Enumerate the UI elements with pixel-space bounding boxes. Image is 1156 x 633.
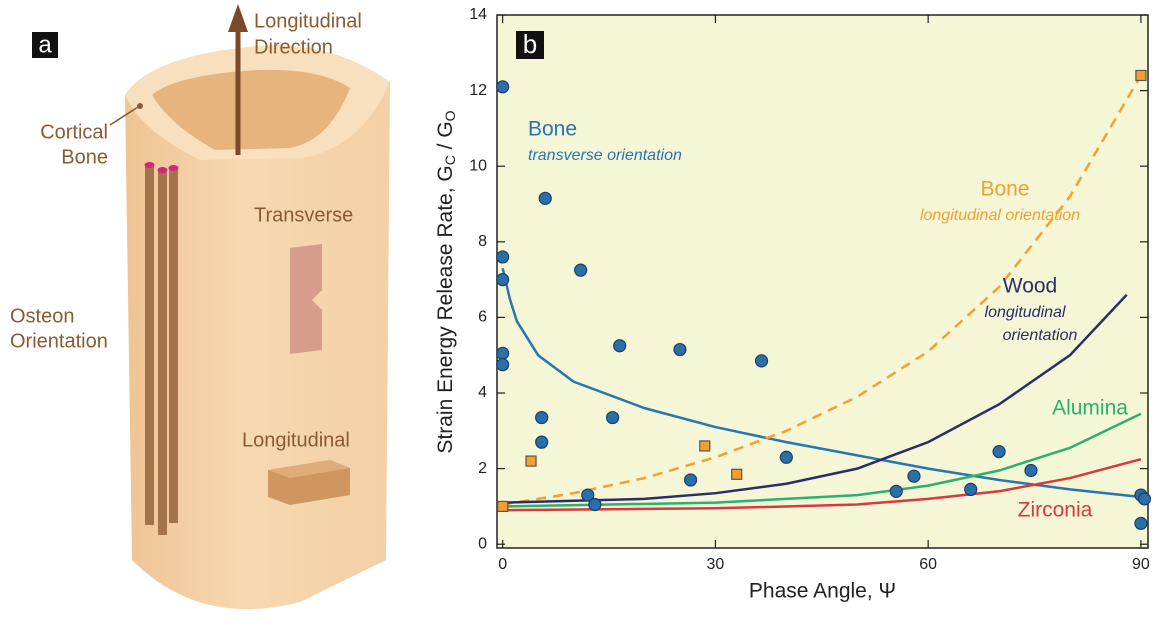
- curve-label: Wood: [1003, 275, 1057, 298]
- y-tick-label: 2: [478, 460, 487, 477]
- osteon: [145, 165, 154, 525]
- point: [526, 456, 536, 466]
- y-tick-label: 14: [469, 6, 487, 23]
- point: [497, 81, 509, 93]
- point: [589, 499, 601, 511]
- point: [614, 340, 626, 352]
- y-axis-label: Strain Energy Release Rate, GC / GO: [434, 110, 458, 453]
- diagram-label: Transverse: [254, 204, 353, 226]
- point: [536, 412, 548, 424]
- point: [908, 470, 920, 482]
- y-axis-label-part: Strain Energy Release Rate, G: [434, 165, 457, 453]
- point: [965, 483, 977, 495]
- curve-label: Bone: [528, 118, 577, 141]
- point: [674, 344, 686, 356]
- curve-label: Bone: [980, 178, 1029, 201]
- point: [756, 355, 768, 367]
- osteon: [158, 170, 167, 535]
- point: [685, 474, 697, 486]
- curve-note: longitudinal: [985, 304, 1066, 321]
- arrow-head: [228, 4, 248, 32]
- diagram-label: Orientation: [10, 330, 108, 352]
- diagram-label: Longitudinal: [242, 429, 350, 451]
- point: [780, 451, 792, 463]
- x-tick-label: 0: [498, 556, 507, 573]
- figure: a Longitudinal Direction Cortical Bone O…: [0, 0, 1156, 628]
- diagram-label: Cortical: [40, 121, 108, 143]
- curve-label: Alumina: [1052, 397, 1128, 420]
- y-tick-label: 0: [478, 535, 487, 552]
- x-tick-label: 30: [707, 556, 725, 573]
- panel-label: b: [523, 29, 537, 59]
- y-axis-label-part: C: [442, 155, 458, 165]
- point: [497, 274, 509, 286]
- diagram-label: Direction: [254, 36, 333, 58]
- point: [890, 485, 902, 497]
- point: [1138, 493, 1150, 505]
- point: [732, 469, 742, 479]
- osteon-end: [158, 167, 168, 173]
- point: [1136, 70, 1146, 80]
- point: [539, 192, 551, 204]
- point: [607, 412, 619, 424]
- point: [536, 436, 548, 448]
- y-tick-label: 6: [478, 309, 487, 326]
- point: [1135, 517, 1147, 529]
- y-tick-label: 8: [478, 233, 487, 250]
- point: [700, 441, 710, 451]
- curve-label: Zirconia: [1018, 499, 1093, 522]
- point: [497, 347, 509, 359]
- diagram-label: Bone: [61, 146, 108, 168]
- bone-diagram: a Longitudinal Direction Cortical Bone O…: [10, 4, 390, 609]
- point: [993, 446, 1005, 458]
- point: [1025, 465, 1037, 477]
- y-tick-label: 10: [469, 157, 487, 174]
- curve-note: transverse orientation: [528, 147, 682, 164]
- x-axis-label: Phase Angle, Ψ: [749, 580, 896, 603]
- point: [575, 264, 587, 276]
- pointer-dot: [137, 103, 143, 109]
- y-axis-label-part: / G: [434, 121, 457, 155]
- y-tick-label: 12: [469, 82, 487, 99]
- point: [497, 251, 509, 263]
- diagram-label: Osteon: [10, 305, 74, 327]
- x-tick-label: 90: [1132, 556, 1150, 573]
- curve-note: orientation: [1003, 327, 1078, 344]
- point: [497, 359, 509, 371]
- point: [498, 501, 508, 511]
- diagram-label: Longitudinal: [254, 10, 362, 32]
- panel-label: a: [38, 31, 52, 58]
- osteons: [145, 162, 179, 535]
- y-tick-label: 4: [478, 384, 487, 401]
- y-axis-label-part: O: [442, 110, 458, 121]
- curve-note: longitudinal orientation: [920, 207, 1080, 224]
- x-tick-label: 60: [919, 556, 937, 573]
- osteon: [169, 168, 178, 523]
- chart: 0 2 4 6 8 10 12 14 0 30 60 90 Phase Angle, Ψ Strain E…: [434, 6, 1151, 602]
- osteon-end: [145, 162, 155, 168]
- osteon-end: [169, 165, 179, 171]
